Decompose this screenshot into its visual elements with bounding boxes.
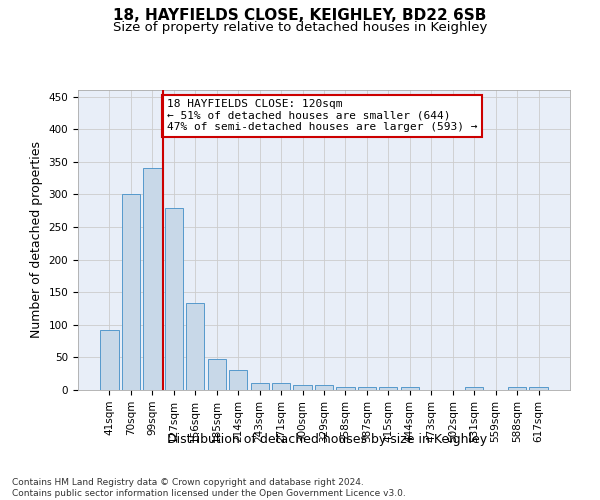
Bar — [293, 385, 311, 390]
Bar — [272, 384, 290, 390]
Text: 18 HAYFIELDS CLOSE: 120sqm
← 51% of detached houses are smaller (644)
47% of sem: 18 HAYFIELDS CLOSE: 120sqm ← 51% of deta… — [167, 99, 477, 132]
Bar — [100, 330, 119, 390]
Bar — [358, 388, 376, 390]
Bar — [315, 385, 333, 390]
Bar — [379, 388, 397, 390]
Bar — [529, 388, 548, 390]
Bar — [122, 194, 140, 390]
Bar — [508, 388, 526, 390]
Bar — [465, 388, 483, 390]
Bar — [208, 360, 226, 390]
Y-axis label: Number of detached properties: Number of detached properties — [30, 142, 43, 338]
Bar — [143, 168, 161, 390]
Bar — [229, 370, 247, 390]
Bar — [251, 384, 269, 390]
Text: 18, HAYFIELDS CLOSE, KEIGHLEY, BD22 6SB: 18, HAYFIELDS CLOSE, KEIGHLEY, BD22 6SB — [113, 8, 487, 22]
Text: Size of property relative to detached houses in Keighley: Size of property relative to detached ho… — [113, 21, 487, 34]
Bar — [186, 304, 205, 390]
Bar — [401, 388, 419, 390]
Bar — [337, 388, 355, 390]
Text: Distribution of detached houses by size in Keighley: Distribution of detached houses by size … — [167, 432, 487, 446]
Bar — [165, 208, 183, 390]
Text: Contains HM Land Registry data © Crown copyright and database right 2024.
Contai: Contains HM Land Registry data © Crown c… — [12, 478, 406, 498]
